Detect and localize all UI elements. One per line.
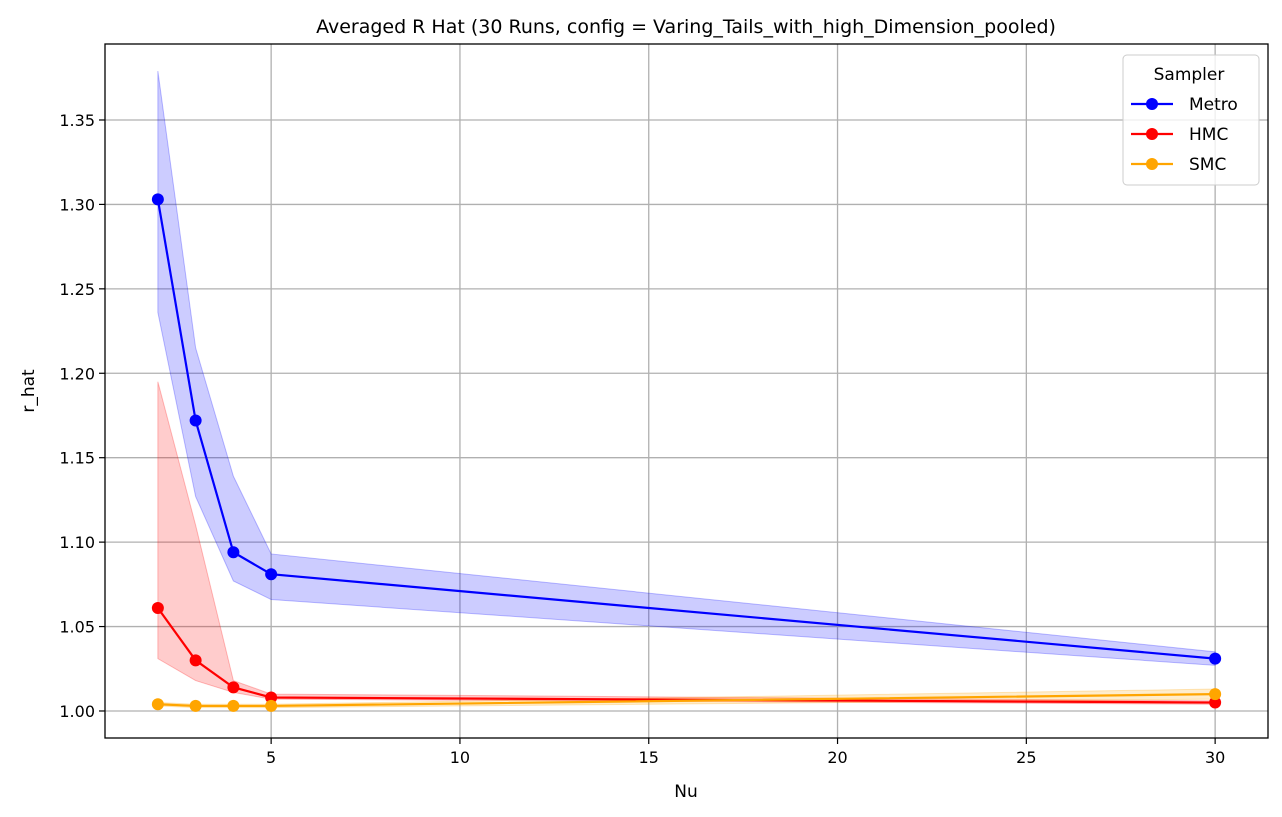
chart-title: Averaged R Hat (30 Runs, config = Varing…	[316, 16, 1056, 38]
hmc-point	[227, 681, 240, 694]
legend-smc-label: SMC	[1189, 155, 1226, 175]
y-tick-label: 1.15	[59, 449, 95, 468]
legend-metro-marker	[1146, 98, 1158, 110]
smc-point	[151, 698, 164, 711]
hmc-point	[265, 691, 278, 704]
x-tick-label: 10	[450, 748, 470, 767]
y-tick-label: 1.10	[59, 533, 95, 552]
y-tick-label: 1.25	[59, 280, 95, 299]
metro-point	[1209, 652, 1222, 665]
metro-point	[227, 546, 240, 559]
legend-box	[1122, 54, 1260, 186]
y-tick-label: 1.35	[59, 111, 95, 130]
y-axis-ticks: 1.00 1.05 1.10 1.15 1.20 1.25 1.30 1.35	[59, 111, 105, 721]
y-tick-label: 1.05	[59, 618, 95, 637]
hmc-point	[1209, 696, 1222, 709]
metro-point	[151, 193, 164, 206]
x-tick-label: 30	[1205, 748, 1225, 767]
y-tick-label: 1.30	[59, 195, 95, 214]
smc-point	[189, 699, 202, 712]
smc-point	[265, 699, 278, 712]
x-tick-label: 5	[266, 748, 276, 767]
x-axis-ticks: 5 10 15 20 25 30	[266, 738, 1225, 767]
y-tick-label: 1.00	[59, 702, 95, 721]
smc-point	[227, 699, 240, 712]
metro-band	[157, 70, 1216, 666]
y-tick-label: 1.20	[59, 364, 95, 383]
hmc-point	[151, 601, 164, 614]
legend: Sampler Metro HMC SMC	[1122, 54, 1260, 186]
legend-hmc-label: HMC	[1189, 125, 1228, 145]
smc-point	[1209, 688, 1222, 701]
series-points	[151, 193, 1222, 712]
x-tick-label: 15	[639, 748, 659, 767]
legend-hmc-marker	[1146, 128, 1158, 140]
legend-title: Sampler	[1154, 65, 1225, 85]
legend-smc-marker	[1146, 158, 1158, 170]
x-tick-label: 20	[827, 748, 847, 767]
x-tick-label: 25	[1016, 748, 1036, 767]
y-axis-label: r_hat	[19, 369, 39, 413]
plot-frame	[104, 43, 1269, 739]
metro-point	[189, 414, 202, 427]
legend-metro-label: Metro	[1189, 95, 1238, 115]
grid-lines	[105, 44, 1268, 738]
hmc-point	[189, 654, 202, 667]
metro-point	[265, 568, 278, 581]
legend-items: Metro HMC SMC	[1131, 95, 1238, 175]
x-axis-label: Nu	[674, 782, 698, 802]
